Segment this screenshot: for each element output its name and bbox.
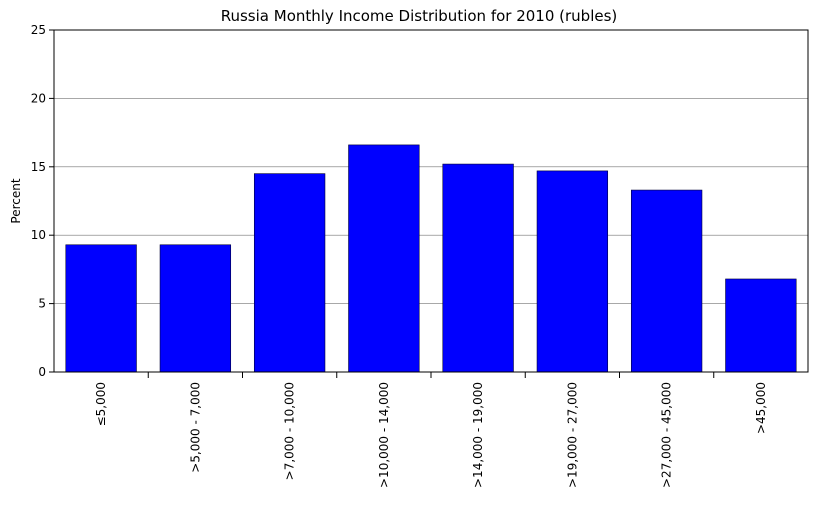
x-tick-label: >45,000 — [754, 382, 768, 434]
bar — [159, 244, 232, 373]
y-tick-label: 0 — [38, 365, 46, 379]
y-axis-label: Percent — [9, 178, 23, 223]
bar — [253, 173, 326, 373]
chart-title: Russia Monthly Income Distribution for 2… — [221, 7, 618, 25]
bar — [536, 170, 609, 373]
x-tick-label: >14,000 - 19,000 — [471, 382, 485, 488]
y-tick-label: 5 — [38, 297, 46, 311]
bar — [630, 189, 703, 373]
y-tick-label: 15 — [31, 160, 46, 174]
x-tick-label: >27,000 - 45,000 — [660, 382, 674, 488]
y-axis: 0 5 10 15 20 25 — [31, 23, 54, 379]
y-tick-label: 20 — [31, 91, 46, 105]
bars — [65, 144, 797, 373]
bar — [348, 144, 420, 373]
x-tick-label: >10,000 - 14,000 — [377, 382, 391, 488]
x-tick-label: >5,000 - 7,000 — [188, 382, 202, 473]
bar — [442, 163, 514, 373]
y-tick-label: 10 — [31, 228, 46, 242]
y-tick-label: 25 — [31, 23, 46, 37]
bar — [65, 244, 137, 373]
x-tick-label: >7,000 - 10,000 — [283, 382, 297, 480]
x-tick-label: >19,000 - 27,000 — [565, 382, 579, 488]
x-tick-label: ≤5,000 — [94, 382, 108, 426]
bar — [725, 278, 797, 373]
x-axis: ≤5,000 >5,000 - 7,000 >7,000 - 10,000 >10,0… — [94, 372, 768, 488]
